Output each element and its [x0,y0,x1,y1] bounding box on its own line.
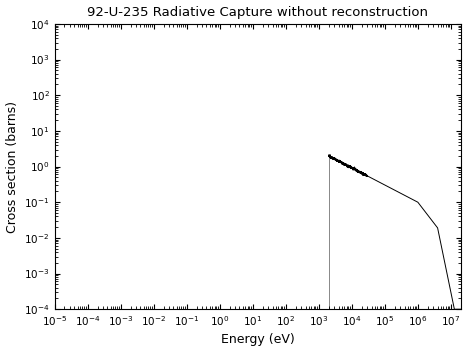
Y-axis label: Cross section (barns): Cross section (barns) [6,101,19,233]
X-axis label: Energy (eV): Energy (eV) [221,333,295,346]
Title: 92-U-235 Radiative Capture without reconstruction: 92-U-235 Radiative Capture without recon… [87,6,428,19]
